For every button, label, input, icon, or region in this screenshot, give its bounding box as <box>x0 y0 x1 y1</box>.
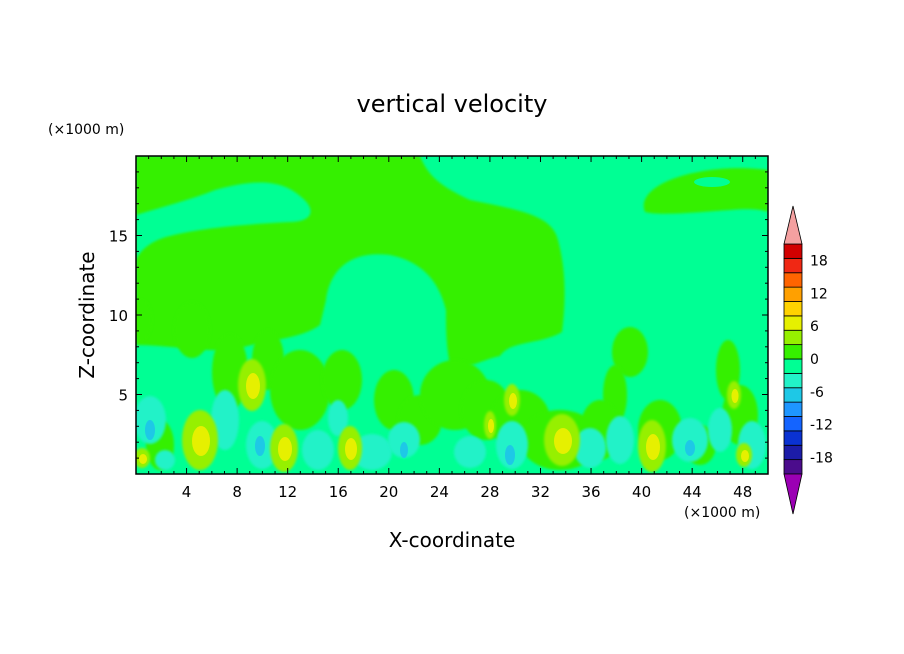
negative-region <box>352 434 392 470</box>
positive-region <box>174 302 210 358</box>
colorbar: 18 12 6 0 -6 -12 -18 <box>783 205 833 515</box>
updraft-core-center <box>509 393 517 409</box>
colorbar-swatch <box>783 430 803 446</box>
upper-right-neutral-patch <box>694 177 730 187</box>
y-axis-ticks: 5 10 15 <box>109 171 768 459</box>
x-tick-label: 4 <box>182 483 192 501</box>
y-tick-label: 5 <box>118 387 128 405</box>
colorbar-swatch <box>783 315 803 331</box>
updraft-core-center <box>345 438 357 460</box>
y-tick-label: 10 <box>109 307 128 325</box>
x-tick-label: 48 <box>733 483 752 501</box>
x-axis-ticks: 4 8 12 16 20 24 28 32 36 40 44 48 <box>148 156 756 501</box>
colorbar-swatch <box>783 387 803 403</box>
x-tick-label: 44 <box>683 483 702 501</box>
colorbar-label: -18 <box>810 451 833 467</box>
colorbar-swatch <box>783 329 803 346</box>
updraft-core-center <box>488 419 494 433</box>
colorbar-swatch <box>783 444 803 461</box>
colorbar-swatch <box>783 416 803 432</box>
updraft-core-center <box>731 389 739 403</box>
colorbar-swatch <box>783 344 803 360</box>
negative-region <box>454 436 486 468</box>
updraft-core-center <box>246 373 260 399</box>
x-unit-label: (×1000 m) <box>684 505 760 521</box>
colorbar-swatch <box>783 301 803 317</box>
updraft-core-center <box>139 454 147 464</box>
updraft-core-center <box>646 434 660 460</box>
colorbar-label: -6 <box>810 385 824 401</box>
y-tick-label: 15 <box>109 228 128 246</box>
colorbar-swatch <box>783 286 803 302</box>
colorbar-label: 6 <box>810 319 819 335</box>
x-axis-label: X-coordinate <box>389 528 516 552</box>
colorbar-over-arrow <box>783 205 803 245</box>
positive-region <box>612 327 648 377</box>
colorbar-label: -12 <box>810 418 833 434</box>
negative-region <box>328 400 348 436</box>
colorbar-label: 0 <box>810 352 819 368</box>
negative-region <box>574 428 606 468</box>
colorbar-swatch <box>783 243 803 259</box>
negative-region <box>708 408 732 452</box>
x-tick-label: 28 <box>480 483 499 501</box>
negative-region <box>606 416 634 464</box>
x-tick-label: 24 <box>430 483 449 501</box>
updraft-core-center <box>192 426 210 456</box>
positive-region <box>270 350 330 430</box>
x-tick-label: 32 <box>531 483 550 501</box>
negative-region <box>155 450 175 470</box>
colorbar-swatch <box>783 272 803 288</box>
x-tick-label: 40 <box>632 483 651 501</box>
strong-negative-region <box>505 445 515 465</box>
x-tick-label: 16 <box>329 483 348 501</box>
upper-left-neutral-pocket <box>136 182 311 260</box>
updraft-core-center <box>554 428 572 454</box>
colorbar-swatch <box>783 257 803 274</box>
colorbar-swatch <box>783 372 803 389</box>
colorbar-swatch <box>783 401 803 417</box>
upper-right-positive-band <box>643 168 768 214</box>
velocity-field <box>136 156 768 474</box>
x-tick-label: 8 <box>232 483 242 501</box>
negative-region <box>302 430 334 470</box>
y-axis-label: Z-coordinate <box>75 251 99 378</box>
colorbar-swatch <box>783 459 803 475</box>
negative-region <box>388 422 420 458</box>
positive-region <box>136 300 152 340</box>
x-tick-label: 20 <box>379 483 398 501</box>
negative-region <box>136 396 166 444</box>
colorbar-swatch <box>783 358 803 374</box>
colorbar-label: 12 <box>810 286 828 302</box>
colorbar-label: 18 <box>810 253 828 269</box>
chart-title: vertical velocity <box>357 90 548 118</box>
negative-region <box>211 390 239 450</box>
updraft-core-center <box>278 437 292 461</box>
positive-region <box>322 350 362 410</box>
negative-region <box>496 421 528 469</box>
strong-negative-region <box>255 436 265 456</box>
y-unit-label: (×1000 m) <box>48 122 124 138</box>
updraft-core-center <box>741 450 749 462</box>
strong-negative-region <box>400 442 408 458</box>
x-tick-label: 36 <box>581 483 600 501</box>
colorbar-under-arrow <box>783 473 803 515</box>
strong-negative-region <box>145 420 155 440</box>
strong-negative-region <box>685 440 695 456</box>
x-tick-label: 12 <box>278 483 297 501</box>
